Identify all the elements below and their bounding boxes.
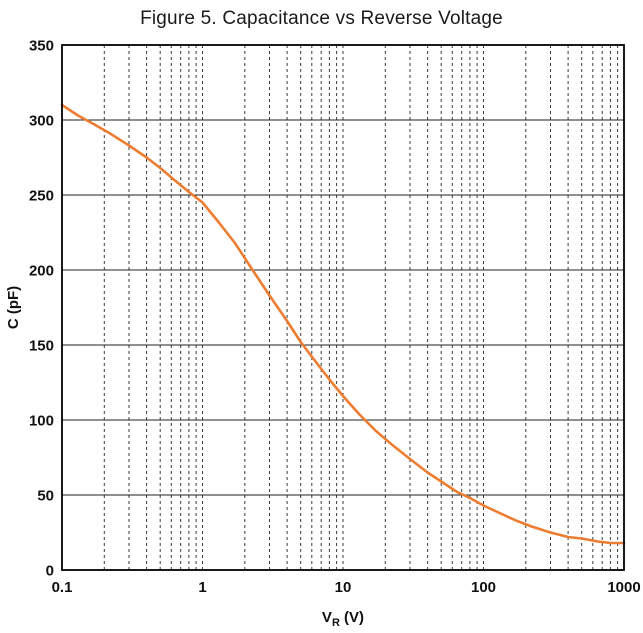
x-axis-label: VR (V) [322, 609, 364, 629]
y-axis-label: C (pF) [5, 286, 22, 329]
x-tick-label: 100 [471, 579, 496, 596]
plot-border [61, 44, 625, 571]
chart-canvas: 0 50 100 150 200 250 300 350 0.1 1 10 100 1000 VR (V)… [5, 38, 641, 629]
tick-labels: 0 50 100 150 200 250 300 350 0.1 1 10 100 1000 [29, 38, 641, 596]
y-tick-label: 250 [29, 188, 54, 205]
y-tick-label: 300 [29, 113, 54, 130]
y-tick-label: 350 [29, 38, 54, 55]
y-tick-label: 50 [37, 488, 54, 505]
gridlines [62, 45, 624, 570]
x-tick-label: 1000 [607, 579, 640, 596]
x-tick-label: 1 [198, 579, 206, 596]
y-tick-label: 150 [29, 338, 54, 355]
y-tick-label: 0 [46, 563, 54, 580]
x-tick-label: 10 [335, 579, 352, 596]
y-tick-label: 200 [29, 263, 54, 280]
chart-title: Figure 5. Capacitance vs Reverse Voltage [140, 8, 503, 29]
x-tick-label: 0.1 [52, 579, 73, 596]
capacitance-curve [60, 103, 626, 545]
y-tick-label: 100 [29, 413, 54, 430]
